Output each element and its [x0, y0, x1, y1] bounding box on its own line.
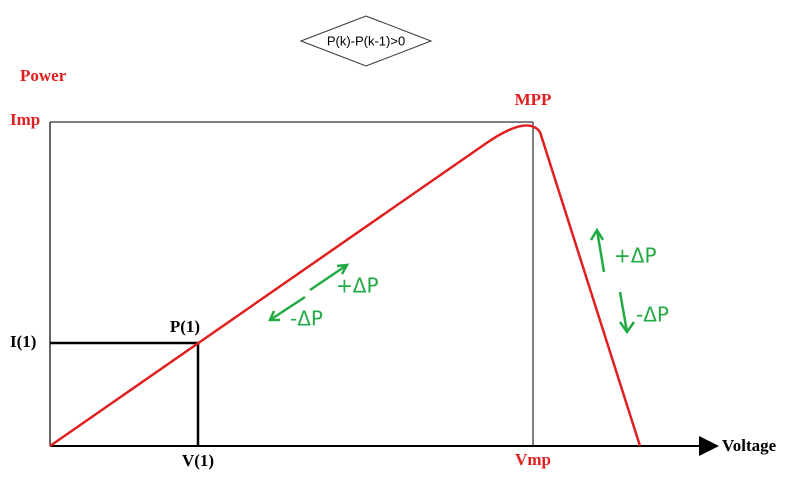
power-curve — [49, 124, 642, 448]
delta-label: +ΔP — [336, 274, 379, 298]
mpp-label: MPP — [515, 90, 552, 109]
imp-label: Imp — [10, 110, 40, 129]
decision-label: P(k)-P(k-1)>0 — [327, 33, 405, 48]
arrow-up-right — [589, 227, 606, 273]
i1-label: I(1) — [10, 332, 36, 351]
delta-label: -ΔP — [290, 307, 323, 331]
vmp-label: Vmp — [515, 450, 551, 469]
delta-label: +ΔP — [614, 244, 657, 268]
delta-label: -ΔP — [636, 303, 669, 327]
x-axis-label: Voltage — [722, 436, 777, 455]
arrow-down-right — [618, 291, 636, 335]
v1-label: V(1) — [182, 451, 214, 470]
arrow-down-left — [268, 295, 306, 322]
p1-label: P(1) — [170, 317, 200, 336]
arrow-up-left — [309, 263, 350, 292]
decision-diamond — [299, 15, 433, 67]
delta-arrows — [268, 227, 636, 335]
y-axis-label: Power — [20, 66, 67, 85]
